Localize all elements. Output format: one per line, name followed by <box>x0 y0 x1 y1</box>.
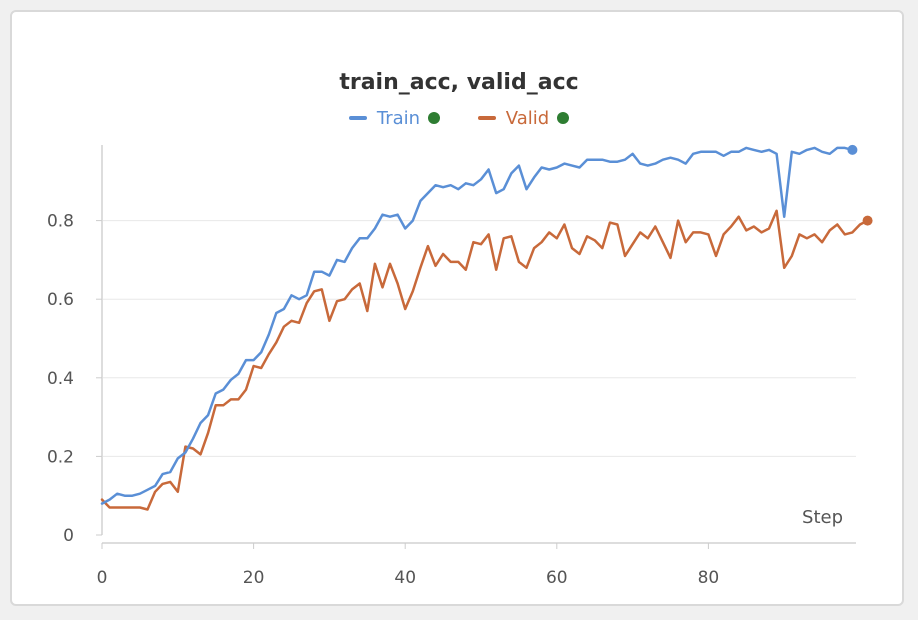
chart-panel <box>10 10 904 606</box>
status-dot-icon <box>428 112 441 124</box>
series-line-train <box>100 146 854 505</box>
legend-swatch-valid <box>477 116 496 120</box>
legend-label-train: Train <box>376 107 421 129</box>
x-tick-label: 0 <box>97 568 108 588</box>
x-tick-label: 40 <box>394 568 416 588</box>
legend-item-valid[interactable]: Valid <box>477 107 570 129</box>
series-endpoint-valid <box>862 215 873 226</box>
chart-title: train_acc, valid_acc <box>339 70 579 95</box>
legend-item-train[interactable]: Train <box>348 107 441 129</box>
chart-legend: Train Valid <box>0 104 918 129</box>
legend-swatch-train <box>348 116 367 120</box>
y-tick-label: 0.6 <box>47 290 74 310</box>
x-axis-label: Step <box>802 507 843 528</box>
y-tick-label: 0.4 <box>47 369 74 389</box>
y-tick-label: 0.8 <box>47 212 74 232</box>
y-tick-label: 0 <box>63 526 74 546</box>
x-tick-label: 80 <box>698 568 720 588</box>
series-endpoint-train <box>847 144 858 155</box>
x-tick-label: 20 <box>243 568 265 588</box>
y-tick-label: 0.2 <box>47 447 74 467</box>
legend-label-valid: Valid <box>505 107 550 129</box>
x-tick-label: 60 <box>546 568 568 588</box>
status-dot-icon <box>557 112 570 124</box>
series-line-valid <box>100 209 869 511</box>
